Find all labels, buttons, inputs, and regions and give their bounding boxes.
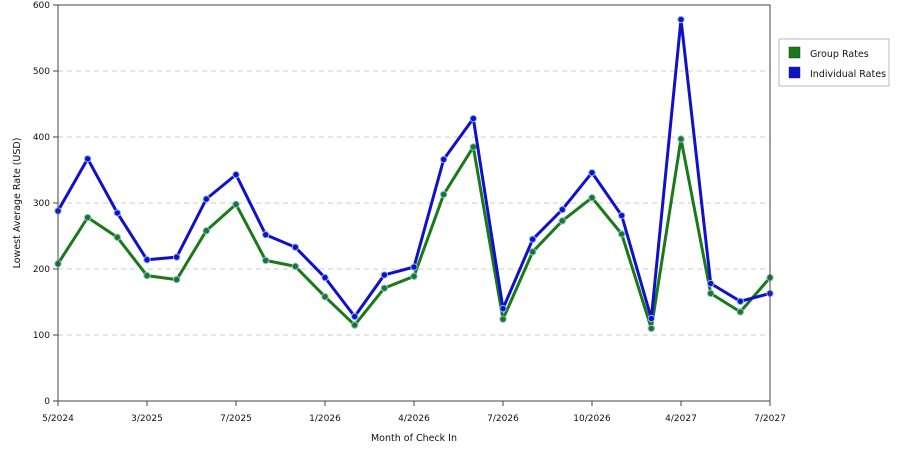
data-point-group-rates bbox=[499, 315, 507, 323]
data-point-individual-rates bbox=[528, 235, 537, 244]
x-tick-label: 3/2025 bbox=[131, 414, 163, 424]
data-point-individual-rates bbox=[291, 243, 300, 251]
y-tick-label: 300 bbox=[33, 199, 50, 209]
data-point-individual-rates bbox=[677, 15, 685, 24]
series-line-group-rates bbox=[56, 137, 772, 330]
data-point-group-rates bbox=[143, 271, 151, 280]
data-point-individual-rates bbox=[706, 279, 715, 288]
data-point-individual-rates bbox=[558, 205, 567, 214]
data-point-individual-rates bbox=[469, 114, 478, 123]
plot-border bbox=[57, 4, 771, 402]
data-point-group-rates bbox=[588, 194, 596, 202]
legend-label-group-rates: Group Rates bbox=[810, 49, 869, 60]
data-point-individual-rates bbox=[617, 211, 626, 220]
data-point-group-rates bbox=[83, 213, 92, 222]
x-tick-label: 5/2024 bbox=[42, 414, 74, 424]
data-point-individual-rates bbox=[143, 256, 151, 264]
y-tick-label: 200 bbox=[33, 265, 50, 275]
data-point-individual-rates bbox=[647, 314, 656, 323]
data-point-individual-rates bbox=[736, 297, 745, 306]
data-point-group-rates bbox=[469, 143, 478, 151]
legend: Group Rates Individual Rates bbox=[778, 38, 890, 87]
legend-swatch-group-rates bbox=[788, 46, 801, 59]
y-tick-label: 500 bbox=[33, 67, 50, 77]
data-point-individual-rates bbox=[410, 263, 418, 271]
x-axis-ticks: 5/2024 3/2025 7/2025 1/2026 4/2026 7/2026 10/2… bbox=[42, 401, 786, 424]
data-point-individual-rates bbox=[350, 312, 359, 321]
y-tick-label: 0 bbox=[44, 397, 50, 407]
data-point-individual-rates bbox=[261, 230, 270, 239]
data-point-individual-rates bbox=[380, 271, 389, 279]
data-point-individual-rates bbox=[499, 304, 507, 313]
legend-label-individual-rates: Individual Rates bbox=[810, 69, 886, 80]
x-tick-label: 7/2025 bbox=[220, 414, 252, 424]
y-axis-ticks: 0 100 200 300 400 500 600 bbox=[33, 1, 58, 407]
data-point-group-rates bbox=[528, 248, 537, 256]
data-point-individual-rates bbox=[113, 209, 122, 217]
data-point-group-rates bbox=[558, 217, 567, 225]
data-point-group-rates bbox=[380, 284, 389, 292]
data-point-group-rates bbox=[350, 321, 359, 329]
data-point-group-rates bbox=[113, 233, 122, 242]
data-point-group-rates bbox=[172, 275, 181, 284]
y-tick-label: 100 bbox=[33, 331, 50, 341]
data-point-individual-rates bbox=[321, 273, 329, 282]
data-point-group-rates bbox=[706, 289, 715, 298]
data-point-group-rates bbox=[232, 200, 240, 209]
data-point-individual-rates bbox=[232, 170, 240, 179]
data-point-group-rates bbox=[321, 293, 329, 301]
x-axis-title: Month of Check In bbox=[371, 433, 457, 444]
data-point-group-rates bbox=[677, 135, 685, 143]
data-point-individual-rates bbox=[439, 155, 448, 164]
series-individual-rates bbox=[54, 15, 774, 323]
x-tick-label: 1/2026 bbox=[309, 414, 341, 424]
data-point-group-rates bbox=[202, 227, 211, 235]
data-point-individual-rates bbox=[588, 168, 596, 177]
data-point-individual-rates bbox=[83, 155, 92, 163]
x-tick-label: 4/2027 bbox=[665, 414, 697, 424]
data-point-group-rates bbox=[617, 230, 626, 238]
legend-swatch-individual-rates bbox=[788, 66, 801, 79]
series-layer bbox=[54, 15, 774, 333]
data-point-group-rates bbox=[261, 256, 270, 265]
y-axis-title: Lowest Average Rate (USD) bbox=[12, 138, 23, 269]
x-tick-label: 7/2027 bbox=[754, 414, 786, 424]
x-tick-label: 4/2026 bbox=[398, 414, 430, 424]
x-tick-label: 7/2026 bbox=[487, 414, 519, 424]
data-point-group-rates bbox=[736, 308, 745, 316]
data-point-group-rates bbox=[439, 190, 448, 199]
data-point-group-rates bbox=[291, 262, 300, 271]
data-point-individual-rates bbox=[202, 195, 211, 203]
x-tick-label: 10/2026 bbox=[573, 414, 611, 424]
data-point-group-rates bbox=[647, 324, 656, 333]
y-tick-label: 400 bbox=[33, 133, 50, 143]
data-point-group-rates bbox=[410, 272, 418, 280]
data-point-individual-rates bbox=[172, 253, 181, 261]
y-tick-label: 600 bbox=[33, 1, 50, 11]
